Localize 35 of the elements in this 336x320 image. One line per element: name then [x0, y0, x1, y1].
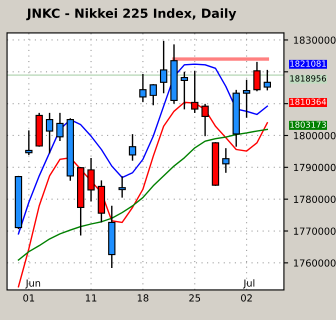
- chart-title: JNKC - Nikkei 225 Index, Daily: [26, 8, 236, 20]
- candlestick: [242, 80, 250, 118]
- candlestick: [25, 130, 32, 155]
- y-tick-label: 1780000: [294, 196, 336, 204]
- line-series: [18, 102, 268, 288]
- ref-line-label: 1818956: [290, 75, 326, 82]
- annotation: Jun: [25, 280, 40, 289]
- x-tick-label: 18: [138, 294, 148, 302]
- candlestick: [46, 112, 54, 154]
- candlestick: [118, 176, 126, 198]
- y-tick-label: 1760000: [294, 259, 336, 267]
- y-tick-label: 1790000: [294, 164, 336, 172]
- candlestick: [87, 158, 95, 202]
- candlestick: [139, 74, 147, 102]
- y-tick-label: 1830000: [294, 36, 336, 44]
- x-tick-label: 11: [86, 294, 96, 302]
- candlestick: [253, 62, 261, 92]
- x-tick-label: 01: [23, 294, 34, 302]
- candlestick: [150, 84, 157, 106]
- candlestick: [222, 148, 230, 173]
- x-tick-label: 25: [189, 294, 200, 302]
- text: 1821081: [290, 60, 326, 67]
- candlestick: [264, 70, 271, 90]
- annotation: Jul: [242, 279, 254, 289]
- line-series: [18, 128, 268, 261]
- y-tick-label: 1770000: [294, 227, 336, 235]
- line-series: [18, 63, 268, 235]
- y-tick-label: 1800000: [294, 132, 336, 140]
- candlestick: [160, 40, 168, 94]
- x-tick-label: 02: [241, 294, 252, 302]
- candlestick: [180, 72, 188, 110]
- candlestick: [128, 134, 136, 161]
- text: 1803173: [290, 122, 326, 128]
- candlestick: [56, 112, 64, 141]
- text: 1810364: [290, 98, 326, 105]
